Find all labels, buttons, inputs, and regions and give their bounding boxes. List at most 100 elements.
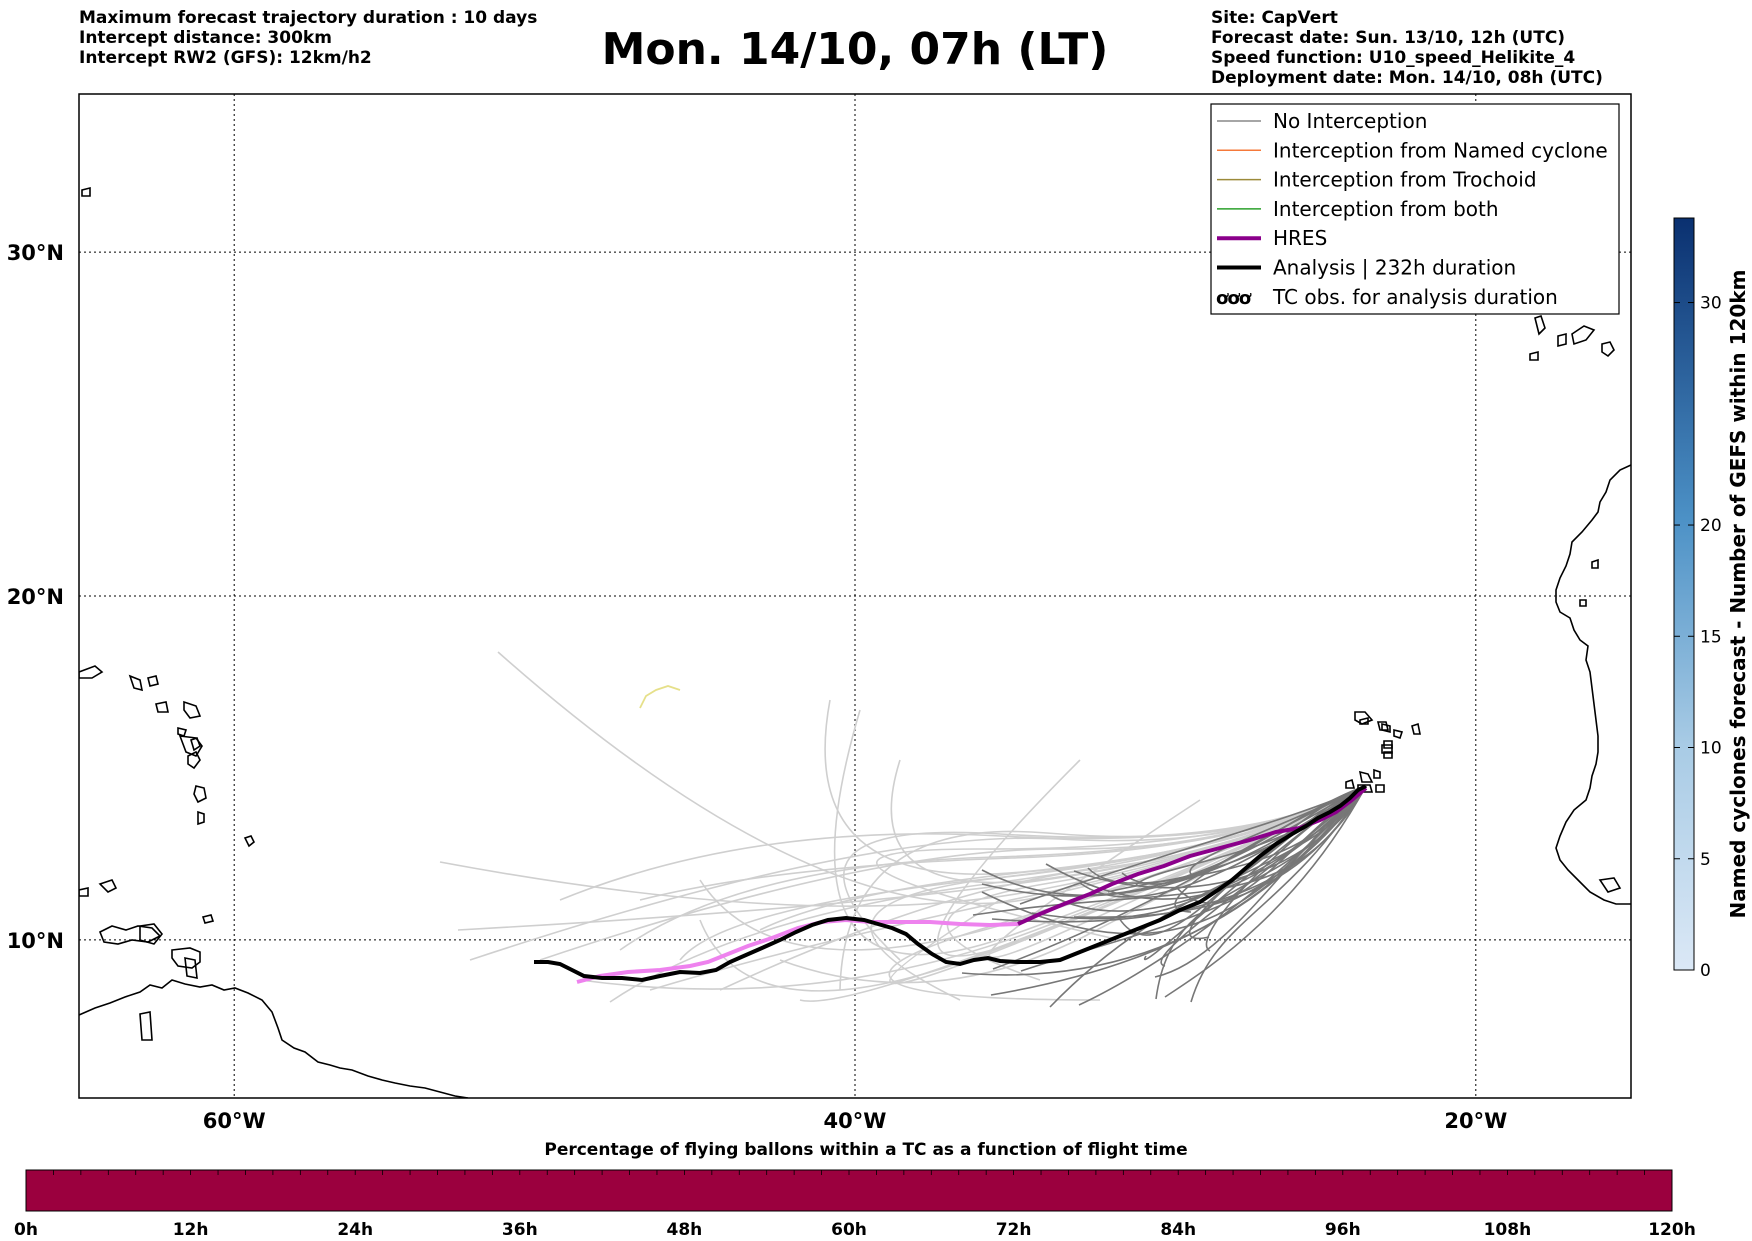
header-right-line-4: Deployment date: Mon. 14/10, 08h (UTC) (1211, 68, 1603, 88)
colorbar-right-tick-label: 10 (1700, 739, 1722, 759)
coast-st-kitts (155, 701, 169, 713)
highlighted-trajectories (534, 685, 1368, 984)
colorbar-bottom-tick-label: 72h (996, 1220, 1032, 1240)
colorbar-right-bar (1673, 217, 1695, 971)
coast-leeward-3 (183, 700, 202, 719)
colorbar-right-tick-label: 5 (1700, 850, 1711, 870)
trajectory (1079, 785, 1367, 898)
trajectory (1107, 785, 1367, 893)
colorbar-bottom-tick-label: 48h (667, 1220, 703, 1240)
colorbar-right-tick-label: 0 (1700, 961, 1711, 981)
light-trajectory (639, 785, 1367, 901)
header-left-line-1: Maximum forecast trajectory duration : 1… (79, 8, 538, 28)
light-trajectory (799, 785, 1367, 1002)
coast-cape-verde-2 (1376, 721, 1390, 731)
lat-label: 30°N (7, 241, 64, 265)
colorbar-right-tick-label: 15 (1700, 627, 1722, 647)
page-title: Mon. 14/10, 07h (LT) (601, 24, 1109, 75)
coast-leeward-2 (178, 735, 203, 757)
coast-barbados (243, 835, 256, 848)
colorbar-bottom-tick-label: 108h (1484, 1220, 1532, 1240)
coast-caribbean-small-4 (184, 957, 198, 979)
coast-cape-verde-4 (1381, 722, 1391, 734)
colorbar-bottom-title: Percentage of flying ballons within a TC… (544, 1140, 1187, 1160)
hres-trajectory-dark (1017, 786, 1368, 926)
coast-canary-3 (1571, 325, 1596, 346)
coast-cape-verde-8 (1383, 740, 1393, 749)
coast-cape-verde-3 (1393, 728, 1404, 740)
gridlines (79, 94, 1631, 1098)
trajectory (981, 785, 1367, 897)
coast-cape-verde-11 (1375, 784, 1385, 793)
coast-cape-verde-14 (1373, 768, 1381, 779)
coast-canary-1 (1534, 314, 1546, 336)
colorbar-bottom-tick-label: 12h (173, 1220, 209, 1240)
hres-trajectory-light (576, 917, 1019, 984)
header-right: Site: CapVert Forecast date: Sun. 13/10,… (1211, 8, 1603, 88)
coast-canary-5 (1529, 350, 1539, 361)
colorbar-right-tick-label: 20 (1700, 516, 1722, 536)
coast-virgin (79, 665, 104, 679)
trajectory (991, 785, 1367, 923)
coast-leeward-1 (147, 675, 159, 687)
colorbar-right-tick-label: 30 (1700, 294, 1722, 314)
colorbar-bottom-bar (25, 1169, 1673, 1212)
legend-label: HRES (1273, 226, 1327, 250)
coast-caribbean-small-1 (98, 879, 118, 893)
lon-label: 40°W (824, 1109, 887, 1133)
trajectory (1155, 785, 1367, 1000)
colorbar-bottom-tick-label: 24h (337, 1220, 373, 1240)
coast-tobago (201, 914, 215, 924)
header-right-line-2: Forecast date: Sun. 13/10, 12h (UTC) (1211, 28, 1566, 48)
colorbar-bottom-tick-label: 36h (502, 1220, 538, 1240)
coast-canary-4 (1601, 341, 1615, 358)
coast-cape-verde-12 (1345, 778, 1356, 789)
analysis-trajectory (534, 784, 1367, 983)
colorbar-bottom-tick-label: 0h (14, 1220, 38, 1240)
lat-label: 20°N (7, 585, 64, 609)
header-right-line-3: Speed function: U10_speed_Helikite_4 (1211, 48, 1576, 68)
light-trajectory (870, 785, 1367, 1001)
trajectory (1164, 785, 1367, 998)
coast-anguilla (128, 674, 144, 692)
latitude-labels: 30°N 20°N 10°N (7, 241, 64, 953)
colorbar-bottom-tick-label: 60h (831, 1220, 867, 1240)
coast-caribbean-small-3 (139, 1011, 153, 1041)
header-left-line-3: Intercept RW2 (GFS): 12km/h2 (79, 48, 372, 68)
coast-cape-verde-7 (1383, 751, 1393, 759)
legend-box (1210, 103, 1620, 315)
colorbar-bottom: Percentage of flying ballons within a TC… (14, 1140, 1696, 1240)
trajectory (1160, 785, 1367, 967)
coast-martinique (193, 785, 207, 804)
legend-label: TC obs. for analysis duration (1272, 285, 1558, 309)
coast-caribbean-small-2 (79, 887, 89, 897)
colorbar-right: 0 5 10 15 20 30 Named cyclones forecast - Num… (1673, 217, 1750, 981)
colorbar-bottom-tick-label: 120h (1648, 1220, 1696, 1240)
colorbar-bottom-tick-label: 84h (1160, 1220, 1196, 1240)
coast-cape-verde-9 (1359, 716, 1369, 725)
coast-azores (81, 186, 91, 197)
coast-africa-small-3 (1598, 877, 1622, 893)
trajectory (1174, 785, 1367, 913)
colorbar-right-label: Named cyclones forecast - Number of GEFS… (1726, 270, 1750, 919)
coastlines (79, 186, 1631, 1098)
coast-africa (1555, 464, 1631, 905)
colorbar-right-ticks: 0 5 10 15 20 30 (1674, 294, 1722, 981)
coast-st-lucia (197, 810, 205, 826)
coast-cape-verde-5 (1411, 722, 1421, 735)
legend-label: No Interception (1273, 109, 1427, 133)
colorbar-bottom-tick-label: 96h (1325, 1220, 1361, 1240)
legend-symbol-tc-obs: ơơơ (1216, 288, 1252, 309)
coast-canary-2 (1557, 332, 1567, 348)
coast-caribbean-small-5 (139, 923, 164, 945)
longitude-labels: 60°W 40°W 20°W (203, 1109, 1507, 1133)
legend-label: Interception from both (1273, 197, 1499, 221)
legend-label: Interception from Named cyclone (1273, 138, 1608, 162)
lon-label: 60°W (203, 1109, 266, 1133)
coast-south-america (79, 979, 469, 1098)
legend-label: Interception from Trochoid (1273, 168, 1537, 192)
colorbar-bottom-ticks: 0h 12h 24h 36h 48h 60h 72h 84h 96h 108h 120h (14, 1170, 1696, 1240)
legend: No Interception Interception from Named c… (1210, 103, 1620, 315)
coast-africa-small-1 (1591, 558, 1599, 569)
